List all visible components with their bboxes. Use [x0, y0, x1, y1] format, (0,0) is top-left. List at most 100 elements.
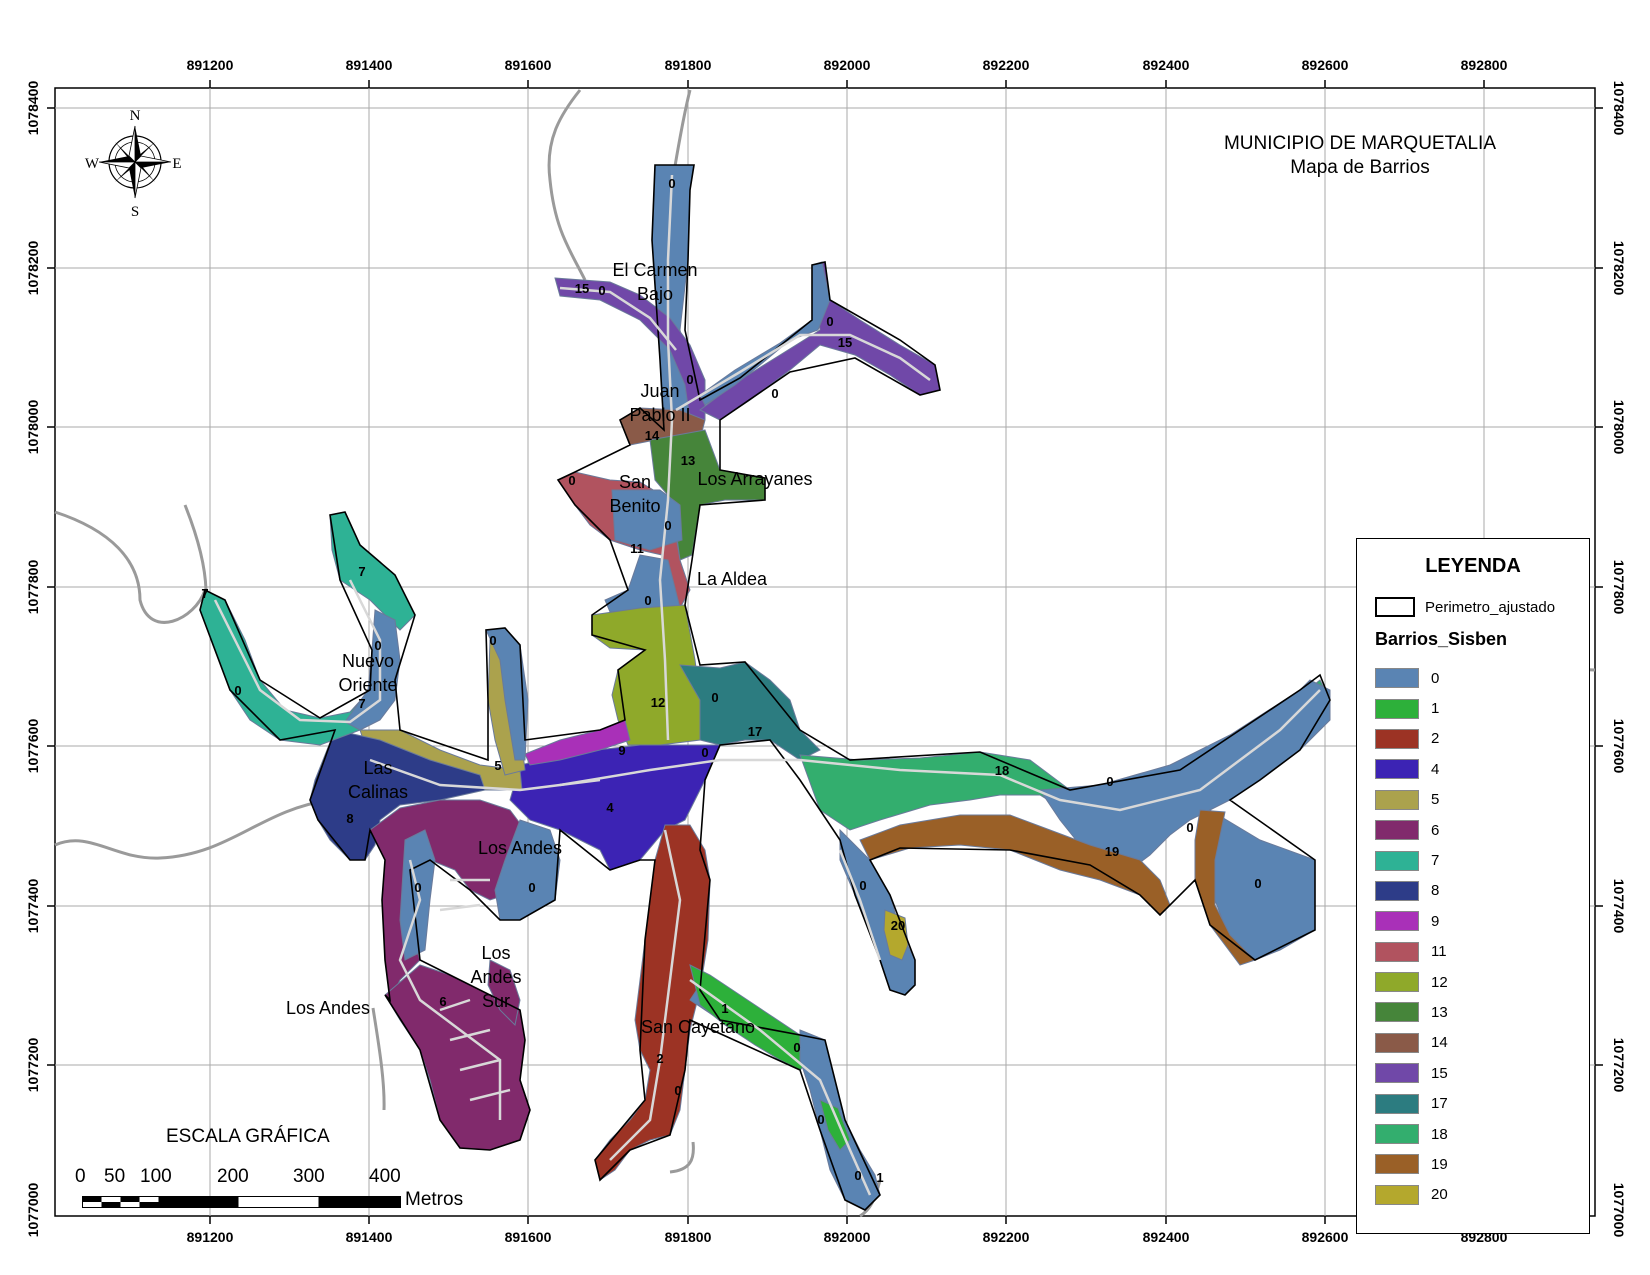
legend-class-list: 0 1 2 4 5 6 7 8 9 11 12 13 14 15 17 18 19 20 [1375, 663, 1448, 1210]
scale-label: 400 [369, 1166, 401, 1187]
legend-class-row: 14 [1375, 1028, 1448, 1058]
zone-code: 12 [651, 695, 665, 710]
zone-0-nuevo [344, 609, 401, 731]
y-tick-label: 1078200 [1611, 241, 1627, 296]
x-tick-label: 891600 [505, 1229, 552, 1245]
zone-code: 0 [826, 314, 833, 329]
legend-class-swatch [1375, 1124, 1419, 1145]
x-tick-label: 891800 [665, 57, 712, 73]
legend-class-row: 11 [1375, 937, 1448, 967]
compass-n-label: N [130, 108, 141, 124]
barrio-name-los-arrayanes: Los Arrayanes [697, 469, 812, 489]
barrio-name-san-benito: San Benito [609, 472, 660, 516]
legend-class-row: 15 [1375, 1058, 1448, 1088]
legend-class-swatch [1375, 1154, 1419, 1175]
y-tick-label: 1078400 [25, 81, 41, 136]
x-tick-labels-bottom: 891200 891400 891600 891800 892000 89220… [187, 1229, 1508, 1245]
x-tick-label: 892600 [1302, 57, 1349, 73]
legend-class-swatch [1375, 941, 1419, 962]
y-tick-label: 1077000 [1611, 1183, 1627, 1238]
y-tick-label: 1078400 [1611, 81, 1627, 136]
y-tick-label: 1077200 [25, 1038, 41, 1093]
zone-code: 0 [598, 283, 605, 298]
legend-class-row: 7 [1375, 845, 1448, 875]
zone-code: 0 [854, 1168, 861, 1183]
legend-class-row: 18 [1375, 1119, 1448, 1149]
zone-code: 0 [1186, 820, 1193, 835]
legend-class-swatch [1375, 820, 1419, 841]
zone-code: 0 [686, 372, 693, 387]
map-title-block: MUNICIPIO DE MARQUETALIA Mapa de Barrios [1150, 132, 1570, 180]
zone-code: 5 [494, 758, 501, 773]
scale-bar-graphic [82, 1196, 401, 1208]
zone-code: 13 [681, 453, 695, 468]
zone-code: 0 [859, 878, 866, 893]
map-title: MUNICIPIO DE MARQUETALIA [1223, 133, 1496, 154]
zone-code: 0 [793, 1040, 800, 1055]
x-tick-label: 892400 [1143, 57, 1190, 73]
legend: LEYENDA Perimetro_ajustado Barrios_Sisbe… [1356, 538, 1590, 1234]
zone-code: 0 [817, 1112, 824, 1127]
legend-class-swatch [1375, 880, 1419, 901]
compass-w-label: W [85, 156, 100, 172]
legend-class-label: 5 [1431, 791, 1440, 809]
y-tick-labels-right: 1078400 1078200 1078000 1077800 1077600 … [1611, 81, 1627, 1238]
x-tick-label: 892400 [1143, 1229, 1190, 1245]
zone-code: 0 [374, 638, 381, 653]
legend-perimeter-row: Perimetro_ajustado [1375, 597, 1555, 617]
x-tick-label: 892200 [983, 57, 1030, 73]
legend-class-label: 9 [1431, 912, 1440, 930]
scale-bar: ESCALA GRÁFICA 0 50 100 200 300 400 Metr… [75, 1126, 463, 1216]
barrio-polygons [199, 164, 1331, 1211]
zone-code: 0 [414, 880, 421, 895]
legend-class-label: 4 [1431, 760, 1440, 778]
zone-9 [524, 719, 631, 766]
y-tick-label: 1077400 [25, 879, 41, 934]
x-tick-label: 891600 [505, 57, 552, 73]
zone-code: 11 [630, 541, 644, 556]
scale-label: 200 [217, 1166, 249, 1187]
zone-code: 0 [568, 473, 575, 488]
barrio-name-san-cayetano: San Cayetano [641, 1017, 755, 1037]
zone-code: 20 [891, 918, 905, 933]
legend-class-swatch [1375, 789, 1419, 810]
zone-2 [594, 824, 711, 1181]
legend-class-label: 18 [1431, 1125, 1448, 1143]
zone-code: 0 [664, 518, 671, 533]
zone-code: 8 [346, 811, 353, 826]
y-tick-label: 1077600 [1611, 719, 1627, 774]
barrio-name-los-andes-sur: Los Andes Sur [470, 943, 521, 1011]
barrio-name-nuevo-oriente: Nuevo Oriente [338, 651, 397, 695]
zone-code: 0 [489, 633, 496, 648]
scale-label: 300 [293, 1166, 325, 1187]
y-tick-label: 1077400 [1611, 879, 1627, 934]
legend-class-label: 8 [1431, 882, 1440, 900]
y-tick-label: 1077200 [1611, 1038, 1627, 1093]
perimeter [199, 164, 1331, 1211]
compass-rose: N S E W [85, 108, 182, 220]
zone-code: 0 [701, 745, 708, 760]
zone-code: 15 [838, 335, 852, 350]
y-tick-labels-left: 1078400 1078200 1078000 1077800 1077600 … [25, 81, 41, 1238]
compass-s-label: S [131, 204, 139, 220]
zone-code: 0 [674, 1083, 681, 1098]
zone-code: 0 [668, 176, 675, 191]
scale-unit: Metros [405, 1189, 464, 1210]
y-tick-label: 1078000 [1611, 400, 1627, 455]
legend-class-label: 2 [1431, 730, 1440, 748]
zone-code: 15 [575, 281, 589, 296]
barrio-name-la-aldea: La Aldea [697, 569, 768, 589]
zone-code: 7 [201, 586, 208, 601]
compass-e-label: E [172, 156, 181, 172]
legend-class-swatch [1375, 1002, 1419, 1023]
legend-class-label: 7 [1431, 852, 1440, 870]
streets [213, 174, 1321, 1196]
legend-class-label: 20 [1431, 1186, 1448, 1204]
legend-class-label: 6 [1431, 821, 1440, 839]
zone-code: 0 [711, 690, 718, 705]
legend-class-label: 17 [1431, 1095, 1448, 1113]
zone-code: 14 [645, 428, 660, 443]
zone-code: 7 [358, 696, 365, 711]
zone-6-sur-tab [487, 959, 521, 1027]
